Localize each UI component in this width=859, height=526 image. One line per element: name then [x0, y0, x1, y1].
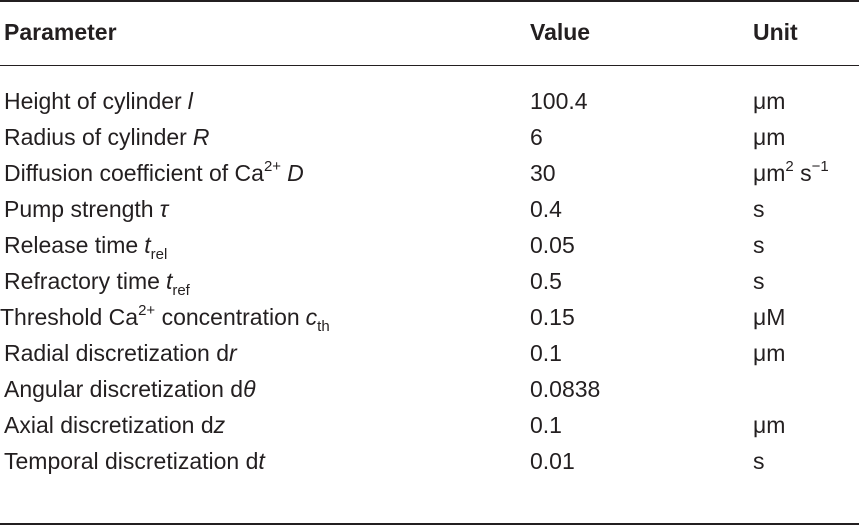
unit-base: μm [753, 160, 786, 186]
table-row: Release time trel 0.05 s [0, 227, 859, 263]
header-unit: Unit [753, 19, 798, 45]
param-symbol: θ [243, 376, 256, 402]
header-parameter: Parameter [4, 19, 117, 45]
param-symbol-subscript: th [317, 318, 330, 335]
value-cell: 100.4 [530, 88, 588, 114]
param-symbol: t [258, 448, 265, 474]
value-cell: 0.05 [530, 232, 575, 258]
value-cell: 30 [530, 160, 556, 186]
table-row: Pump strength τ 0.4 s [0, 191, 859, 227]
header-value: Value [530, 19, 591, 45]
unit-cell: μm2 s−1 [753, 155, 829, 191]
param-cell: Temporal discretization dt [4, 443, 265, 479]
table-bottom-rule [0, 523, 859, 525]
table-row: Height of cylinder l 100.4 μm [0, 83, 859, 119]
unit-cell: s [753, 196, 765, 222]
unit-superscript-2: −1 [811, 158, 829, 175]
param-label-superscript: 2+ [263, 158, 282, 175]
table-top-rule [0, 0, 859, 2]
table-row: Radius of cylinder R 6 μm [0, 119, 859, 155]
table-row: Diffusion coefficient of Ca2+ D 30 μm2 s−… [0, 155, 859, 191]
unit-middle: s [793, 160, 812, 186]
unit-cell: μM [753, 304, 786, 330]
param-label: Pump strength [4, 196, 154, 222]
param-cell: Threshold Ca2+ concentration cth [0, 299, 330, 335]
param-cell: Radius of cylinder R [4, 119, 209, 155]
table-row: Radial discretization dr 0.1 μm [0, 335, 859, 371]
param-label: Radial discretization d [4, 340, 230, 366]
param-symbol-subscript: rel [150, 246, 168, 263]
param-symbol: z [213, 412, 226, 438]
table-row: Temporal discretization dt 0.01 s [0, 443, 859, 479]
param-label: Diffusion coefficient of Ca [4, 160, 264, 186]
param-cell: Refractory time tref [4, 263, 190, 299]
value-cell: 0.0838 [530, 376, 601, 402]
table-row: Threshold Ca2+ concentration cth 0.15 μM [0, 299, 859, 335]
param-symbol-subscript: ref [172, 282, 190, 299]
param-cell: Axial discretization dz [4, 407, 225, 443]
param-label: Radius of cylinder [4, 124, 187, 150]
param-symbol: l [187, 88, 193, 114]
value-cell: 0.5 [530, 268, 562, 294]
value-cell: 0.15 [530, 304, 575, 330]
param-symbol: τ [159, 196, 169, 222]
param-label: Height of cylinder [4, 88, 182, 114]
param-cell: Release time trel [4, 227, 167, 263]
param-label: Temporal discretization d [4, 448, 259, 474]
param-label: Axial discretization d [4, 412, 214, 438]
param-symbol: c [305, 304, 318, 330]
param-symbol: D [287, 160, 304, 186]
unit-cell: s [753, 268, 765, 294]
param-label-superscript: 2+ [138, 302, 156, 319]
value-cell: 6 [530, 124, 543, 150]
param-label-post: concentration [155, 304, 300, 330]
param-symbol: t [144, 232, 151, 258]
value-cell: 0.01 [530, 448, 575, 474]
unit-cell: μm [753, 340, 786, 366]
param-symbol: r [229, 340, 237, 366]
value-cell: 0.4 [530, 196, 562, 222]
unit-cell: s [753, 448, 765, 474]
param-cell: Angular discretization dθ [4, 371, 256, 407]
unit-cell: μm [753, 124, 786, 150]
unit-cell: μm [753, 412, 786, 438]
unit-cell: μm [753, 88, 786, 114]
table-row: Angular discretization dθ 0.0838 [0, 371, 859, 407]
table-row: Refractory time tref 0.5 s [0, 263, 859, 299]
param-label: Threshold Ca [0, 304, 139, 330]
value-cell: 0.1 [530, 340, 562, 366]
value-cell: 0.1 [530, 412, 562, 438]
param-symbol: t [165, 268, 173, 294]
table-row: Axial discretization dz 0.1 μm [0, 407, 859, 443]
param-cell: Pump strength τ [4, 191, 168, 227]
unit-superscript: 2 [785, 158, 794, 175]
param-cell: Diffusion coefficient of Ca2+ D [4, 155, 304, 191]
param-cell: Radial discretization dr [4, 335, 237, 371]
param-cell: Height of cylinder l [4, 83, 193, 119]
param-symbol: R [192, 124, 210, 150]
table-header-rule [0, 65, 859, 66]
param-label: Angular discretization d [4, 376, 244, 402]
unit-cell: s [753, 232, 765, 258]
param-label: Release time [4, 232, 139, 258]
param-label: Refractory time [4, 268, 160, 294]
